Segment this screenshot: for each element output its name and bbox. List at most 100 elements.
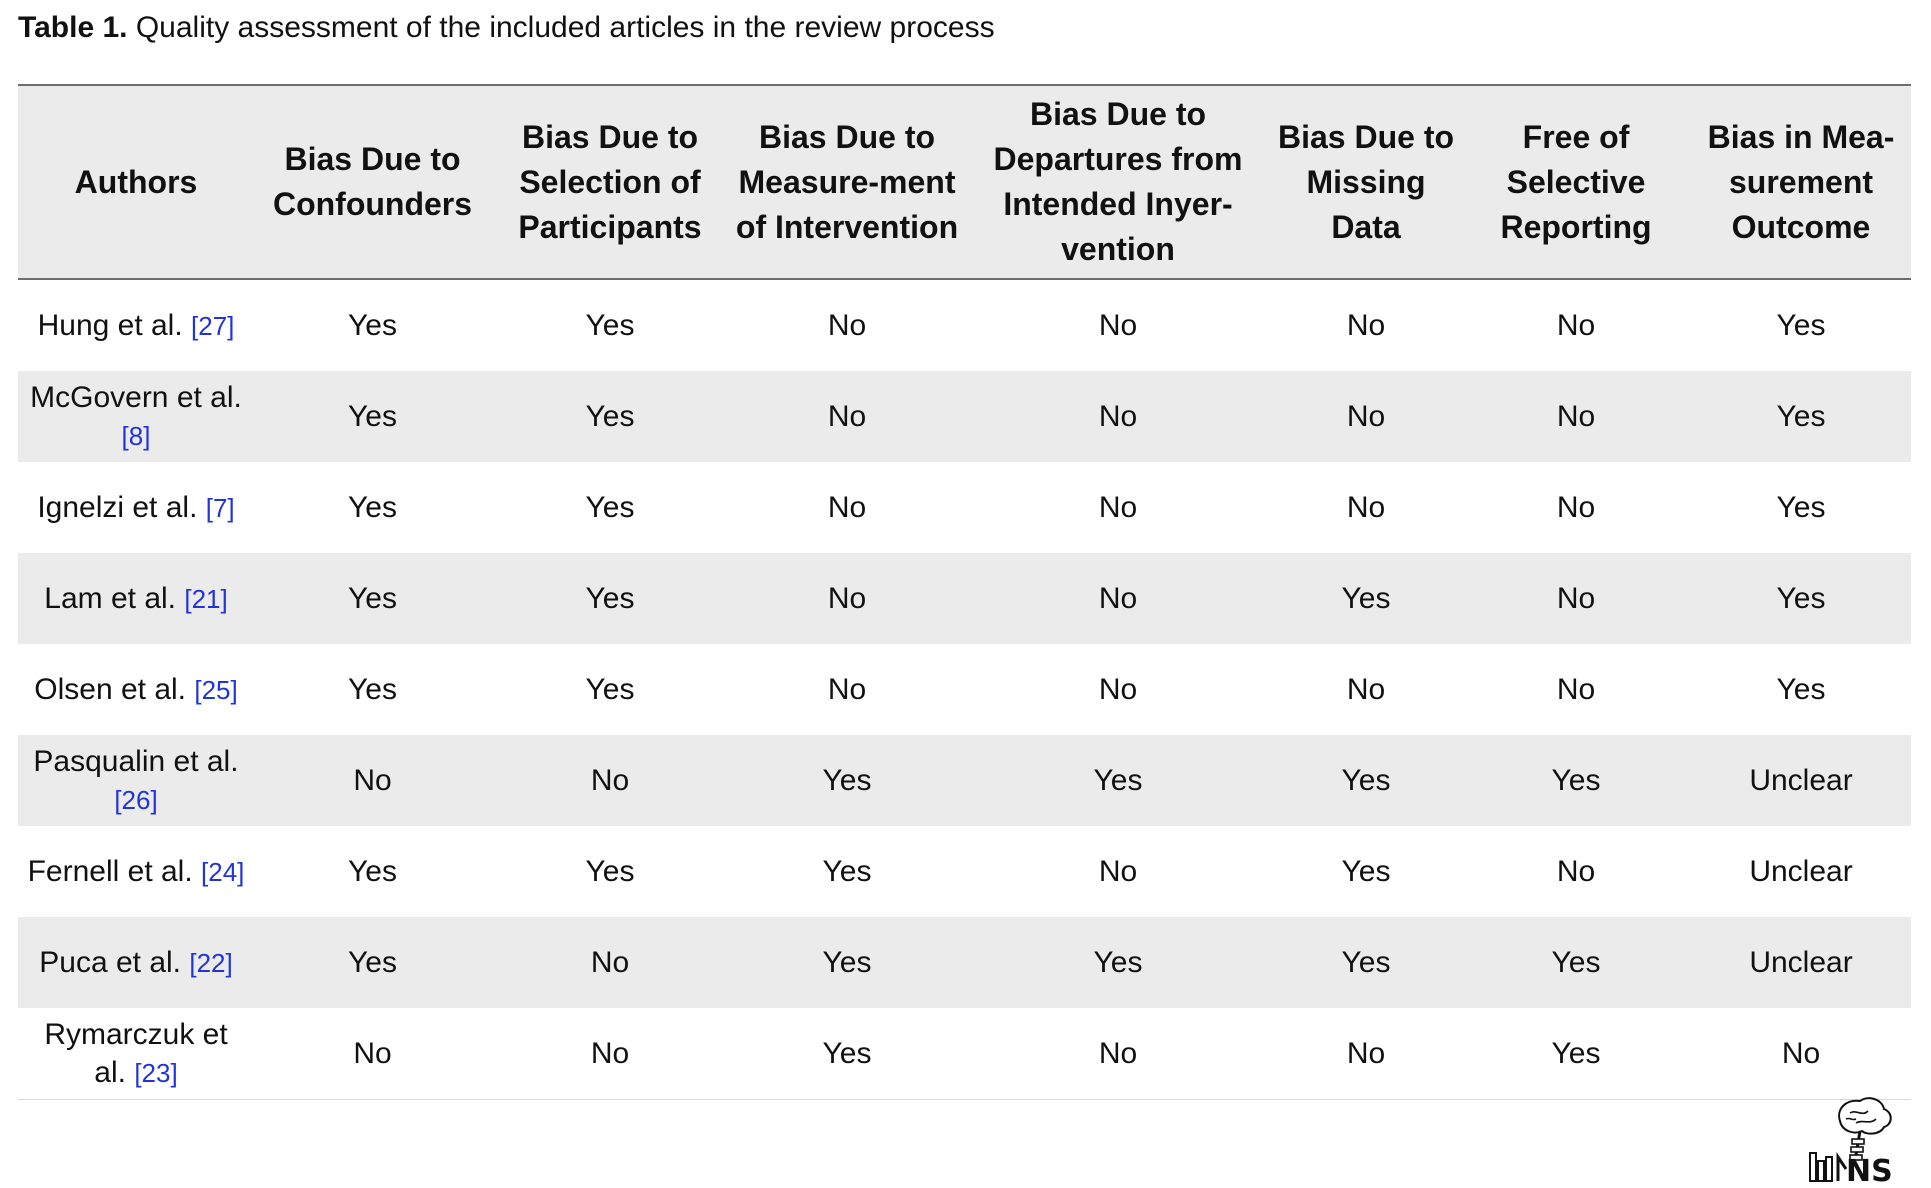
svg-text:NS: NS	[1846, 1154, 1893, 1183]
table-row: Rymarczuk et al. [23] No No Yes No No Yes No	[18, 1008, 1911, 1100]
table-row: Puca et al. [22] Yes No Yes Yes Yes Yes Unclear	[18, 917, 1911, 1008]
table-body: Hung et al. [27] Yes Yes No No No No Yes McGover…	[18, 279, 1911, 1100]
cell-selection: Yes	[585, 399, 635, 433]
cell-departures: No	[1098, 399, 1138, 433]
cell-measurement-intervention: Yes	[822, 854, 872, 888]
reference-link[interactable]: [25]	[194, 674, 238, 705]
author-name: Ignelzi et al.	[37, 490, 198, 524]
cell-missing-data: No	[1346, 399, 1386, 433]
cell-selection: No	[590, 763, 630, 797]
cell-measurement-outcome: Yes	[1776, 672, 1826, 706]
cell-confounders: Yes	[348, 308, 397, 342]
cell-author: Olsen et al. [25]	[18, 644, 254, 735]
cell-selection: No	[491, 1008, 729, 1100]
reference-link[interactable]: [26]	[114, 784, 158, 815]
cell-selective-reporting: No	[1556, 490, 1596, 524]
cell-measurement-outcome: Unclear	[1749, 763, 1853, 797]
cell-measurement-outcome: Unclear	[1749, 945, 1853, 979]
cell-selective-reporting: No	[1556, 399, 1596, 433]
cell-selection: Yes	[585, 308, 635, 342]
table-caption-label: Table 1.	[18, 11, 128, 44]
quality-assessment-table: Authors Bias Due to Confounders Bias Due…	[18, 84, 1911, 1100]
table-row: Pasqualin et al. [26] No No Yes Yes Yes Yes Unc…	[18, 735, 1911, 826]
journal-logo-icon: NS	[1809, 1097, 1893, 1188]
header-authors: Authors	[18, 84, 254, 280]
cell-missing-data: Yes	[1341, 581, 1391, 615]
cell-selective-reporting: Yes	[1461, 1008, 1691, 1100]
cell-author: McGovern et al. [8]	[18, 371, 254, 462]
reference-link[interactable]: [24]	[201, 856, 245, 887]
reference-link[interactable]: [22]	[189, 947, 233, 978]
cell-confounders: Yes	[348, 854, 397, 888]
author-name: Lam et al.	[44, 581, 176, 615]
cell-selection: Yes	[585, 581, 635, 615]
table-row: Hung et al. [27] Yes Yes No No No No Yes	[18, 279, 1911, 371]
cell-measurement-intervention: No	[827, 672, 867, 706]
header-missing-data: Bias Due to Missing Data	[1271, 84, 1461, 280]
reference-link[interactable]: [8]	[121, 420, 151, 451]
cell-departures: Yes	[1093, 945, 1143, 979]
table-header-row: Authors Bias Due to Confounders Bias Due…	[18, 84, 1911, 280]
cell-author: Lam et al. [21]	[18, 553, 254, 644]
cell-measurement-intervention: No	[827, 308, 867, 342]
reference-link[interactable]: [7]	[205, 492, 235, 523]
reference-link[interactable]: [21]	[184, 583, 228, 614]
cell-departures: No	[965, 1008, 1271, 1100]
table-row: Fernell et al. [24] Yes Yes Yes No Yes No Uncle…	[18, 826, 1911, 917]
cell-missing-data: No	[1346, 490, 1386, 524]
table-row: McGovern et al. [8] Yes Yes No No No No Yes	[18, 371, 1911, 462]
reference-link[interactable]: [27]	[191, 310, 235, 341]
cell-selective-reporting: Yes	[1551, 945, 1601, 979]
cell-missing-data: Yes	[1341, 763, 1391, 797]
cell-selective-reporting: No	[1556, 854, 1596, 888]
cell-confounders: Yes	[348, 490, 397, 524]
cell-measurement-outcome: No	[1691, 1008, 1911, 1100]
cell-measurement-intervention: Yes	[822, 945, 872, 979]
author-name: Fernell et al.	[27, 854, 193, 888]
table-caption: Table 1. Quality assessment of the inclu…	[18, 8, 995, 48]
cell-selective-reporting: No	[1556, 672, 1596, 706]
cell-selection: No	[590, 945, 630, 979]
journal-logo: NS	[1806, 1095, 1916, 1188]
header-measurement-intervention: Bias Due to Measure-ment of Intervention	[729, 84, 965, 280]
cell-missing-data: No	[1346, 672, 1386, 706]
cell-measurement-outcome: Yes	[1776, 308, 1826, 342]
cell-missing-data: Yes	[1341, 854, 1391, 888]
cell-missing-data: No	[1346, 308, 1386, 342]
reference-link[interactable]: [23]	[134, 1057, 178, 1088]
cell-confounders: Yes	[348, 399, 397, 433]
header-selective-reporting: Free of Selective Reporting	[1461, 84, 1691, 280]
cell-author: Hung et al. [27]	[18, 279, 254, 371]
header-selection: Bias Due to Selection of Participants	[491, 84, 729, 280]
author-name: Hung et al.	[37, 308, 183, 342]
cell-departures: No	[1098, 490, 1138, 524]
cell-confounders: Yes	[348, 581, 397, 615]
cell-measurement-outcome: Yes	[1776, 399, 1826, 433]
cell-author: Fernell et al. [24]	[18, 826, 254, 917]
cell-author: Pasqualin et al. [26]	[18, 735, 254, 826]
table-row: Ignelzi et al. [7] Yes Yes No No No No Yes	[18, 462, 1911, 553]
quality-assessment-table-container: Authors Bias Due to Confounders Bias Due…	[18, 84, 1911, 1100]
cell-measurement-outcome: Yes	[1776, 490, 1826, 524]
cell-departures: No	[1098, 308, 1138, 342]
cell-author: Ignelzi et al. [7]	[18, 462, 254, 553]
cell-departures: No	[1098, 854, 1138, 888]
cell-confounders: Yes	[348, 672, 397, 706]
table-row: Olsen et al. [25] Yes Yes No No No No Yes	[18, 644, 1911, 735]
cell-selection: Yes	[585, 490, 635, 524]
table-row: Lam et al. [21] Yes Yes No No Yes No Yes	[18, 553, 1911, 644]
cell-author: Puca et al. [22]	[18, 917, 254, 1008]
author-name: Puca et al.	[39, 945, 182, 979]
cell-measurement-outcome: Yes	[1776, 581, 1826, 615]
cell-selective-reporting: No	[1556, 581, 1596, 615]
cell-departures: No	[1098, 672, 1138, 706]
header-measurement-outcome: Bias in Mea-surement Outcome	[1691, 84, 1911, 280]
cell-confounders: Yes	[348, 945, 397, 979]
cell-selection: Yes	[585, 672, 635, 706]
cell-measurement-outcome: Unclear	[1749, 854, 1853, 888]
cell-missing-data: No	[1271, 1008, 1461, 1100]
cell-measurement-intervention: No	[827, 490, 867, 524]
cell-measurement-intervention: Yes	[729, 1008, 965, 1100]
cell-confounders: No	[353, 763, 392, 797]
cell-measurement-intervention: Yes	[822, 763, 872, 797]
